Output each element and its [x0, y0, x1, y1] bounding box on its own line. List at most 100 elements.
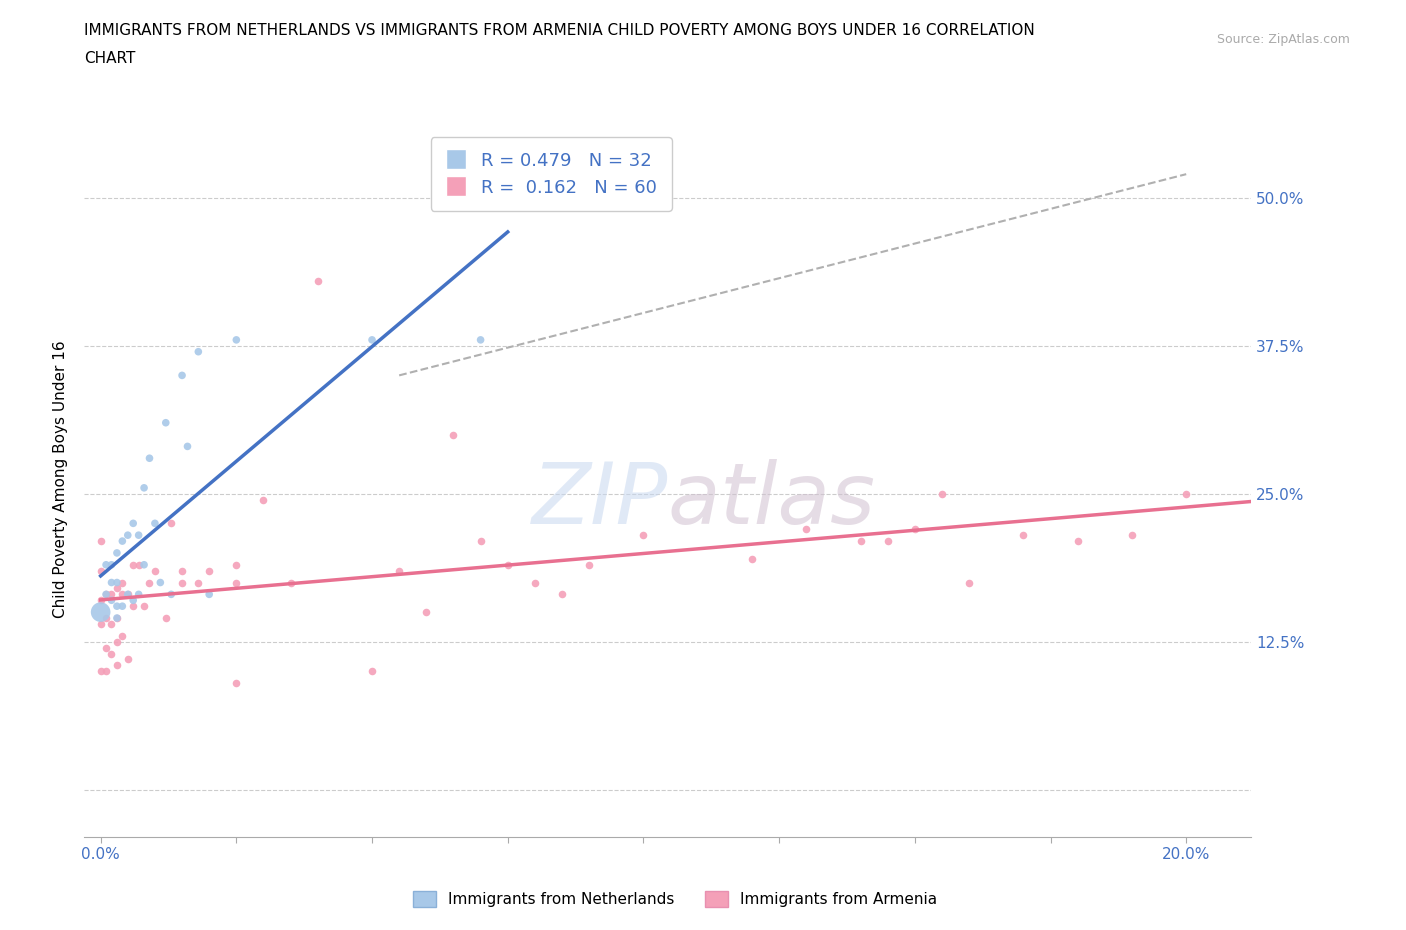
Point — [225, 575, 247, 590]
Point — [90, 617, 112, 631]
Point — [117, 652, 139, 667]
Point — [160, 516, 183, 531]
Point — [105, 611, 128, 626]
Point — [94, 664, 117, 679]
Point — [111, 587, 134, 602]
Point — [415, 604, 437, 619]
Point — [225, 676, 247, 691]
Point — [128, 587, 150, 602]
Text: atlas: atlas — [668, 458, 876, 542]
Point — [876, 534, 898, 549]
Point — [176, 439, 198, 454]
Point — [443, 427, 465, 442]
Point — [551, 587, 574, 602]
Point — [155, 416, 177, 431]
Point — [155, 611, 177, 626]
Point — [931, 486, 953, 501]
Text: CHART: CHART — [84, 51, 136, 66]
Point — [1012, 527, 1035, 542]
Point — [170, 368, 193, 383]
Point — [225, 557, 247, 572]
Point — [94, 557, 117, 572]
Point — [90, 592, 112, 607]
Point — [741, 551, 763, 566]
Point — [132, 557, 155, 572]
Point — [187, 344, 209, 359]
Point — [361, 664, 384, 679]
Point — [187, 575, 209, 590]
Y-axis label: Child Poverty Among Boys Under 16: Child Poverty Among Boys Under 16 — [53, 340, 69, 618]
Point — [198, 587, 221, 602]
Point — [128, 527, 150, 542]
Point — [122, 557, 145, 572]
Legend: Immigrants from Netherlands, Immigrants from Armenia: Immigrants from Netherlands, Immigrants … — [406, 884, 943, 913]
Point — [849, 534, 872, 549]
Point — [132, 481, 155, 496]
Point — [1121, 527, 1143, 542]
Point — [100, 557, 122, 572]
Point — [143, 564, 166, 578]
Point — [90, 564, 112, 578]
Point — [90, 604, 112, 619]
Point — [105, 634, 128, 649]
Point — [388, 564, 411, 578]
Point — [1175, 486, 1198, 501]
Point — [225, 332, 247, 347]
Point — [523, 575, 546, 590]
Point — [633, 527, 655, 542]
Point — [111, 599, 134, 614]
Point — [160, 587, 183, 602]
Point — [1066, 534, 1088, 549]
Point — [105, 546, 128, 561]
Point — [100, 587, 122, 602]
Point — [117, 527, 139, 542]
Point — [307, 273, 329, 288]
Point — [578, 557, 600, 572]
Point — [105, 611, 128, 626]
Point — [957, 575, 980, 590]
Point — [100, 575, 122, 590]
Point — [111, 534, 134, 549]
Point — [470, 534, 492, 549]
Point — [90, 664, 112, 679]
Point — [170, 564, 193, 578]
Point — [361, 332, 384, 347]
Point — [904, 522, 927, 537]
Point — [111, 575, 134, 590]
Point — [117, 587, 139, 602]
Point — [128, 557, 150, 572]
Point — [794, 522, 817, 537]
Point — [280, 575, 302, 590]
Text: Source: ZipAtlas.com: Source: ZipAtlas.com — [1216, 33, 1350, 46]
Point — [138, 575, 160, 590]
Point — [149, 575, 172, 590]
Text: ZIP: ZIP — [531, 458, 668, 542]
Point — [132, 599, 155, 614]
Point — [138, 451, 160, 466]
Point — [100, 592, 122, 607]
Point — [122, 599, 145, 614]
Point — [100, 617, 122, 631]
Point — [122, 516, 145, 531]
Point — [90, 534, 112, 549]
Point — [94, 587, 117, 602]
Point — [111, 629, 134, 644]
Point — [105, 581, 128, 596]
Point — [122, 592, 145, 607]
Point — [170, 575, 193, 590]
Text: IMMIGRANTS FROM NETHERLANDS VS IMMIGRANTS FROM ARMENIA CHILD POVERTY AMONG BOYS : IMMIGRANTS FROM NETHERLANDS VS IMMIGRANT… — [84, 23, 1035, 38]
Point — [94, 587, 117, 602]
Point — [117, 587, 139, 602]
Point — [496, 557, 519, 572]
Point — [470, 332, 492, 347]
Point — [100, 646, 122, 661]
Point — [94, 640, 117, 655]
Point — [198, 564, 221, 578]
Point — [252, 492, 274, 507]
Point — [143, 516, 166, 531]
Point — [105, 658, 128, 672]
Legend: R = 0.479   N = 32, R =  0.162   N = 60: R = 0.479 N = 32, R = 0.162 N = 60 — [430, 137, 672, 211]
Point — [105, 599, 128, 614]
Point — [94, 611, 117, 626]
Point — [105, 575, 128, 590]
